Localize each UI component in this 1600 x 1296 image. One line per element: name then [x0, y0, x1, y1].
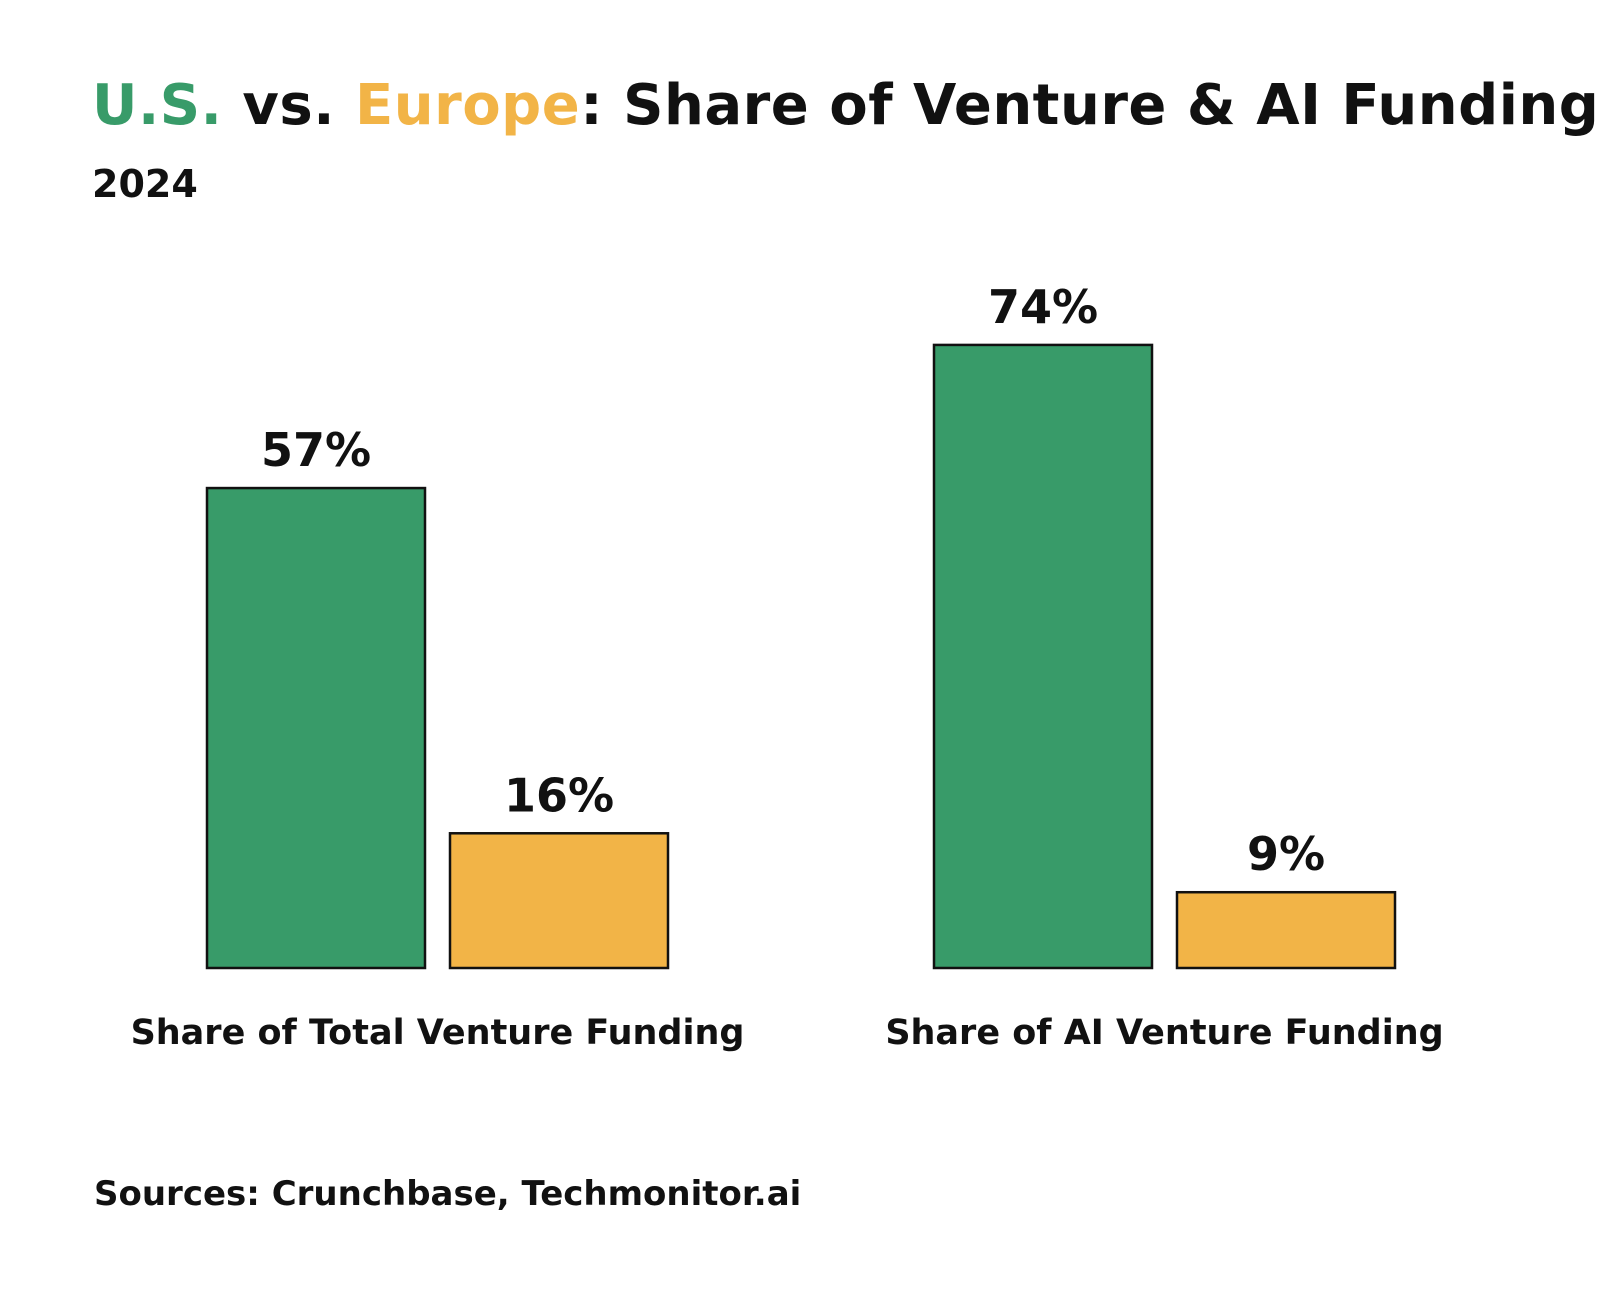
bar-europe-share-of-ai-venture-funding	[1175, 890, 1397, 970]
category-label-share-of-total-venture-funding: Share of Total Venture Funding	[131, 1013, 745, 1053]
bar-u-s-share-of-total-venture-funding	[205, 486, 427, 970]
value-label-europe-share-of-ai-venture-funding: 9%	[1247, 827, 1325, 881]
title-europe-label: Europe	[354, 73, 581, 138]
title-vs-label: vs.	[222, 73, 355, 138]
bar-europe-share-of-total-venture-funding	[448, 832, 670, 970]
chart-title: U.S. vs. Europe: Share of Venture & AI F…	[92, 70, 1599, 142]
title-rest-label: : Share of Venture & AI Funding	[580, 73, 1600, 138]
category-label-share-of-ai-venture-funding: Share of AI Venture Funding	[885, 1013, 1443, 1053]
value-label-u-s-share-of-ai-venture-funding: 74%	[988, 280, 1098, 334]
title-us-label: U.S.	[92, 73, 223, 138]
source-note: Sources: Crunchbase, Techmonitor.ai	[94, 1174, 802, 1214]
bar-u-s-share-of-ai-venture-funding	[932, 343, 1154, 970]
value-label-europe-share-of-total-venture-funding: 16%	[504, 768, 614, 822]
value-label-u-s-share-of-total-venture-funding: 57%	[261, 423, 371, 477]
chart-subtitle: 2024	[92, 162, 198, 206]
